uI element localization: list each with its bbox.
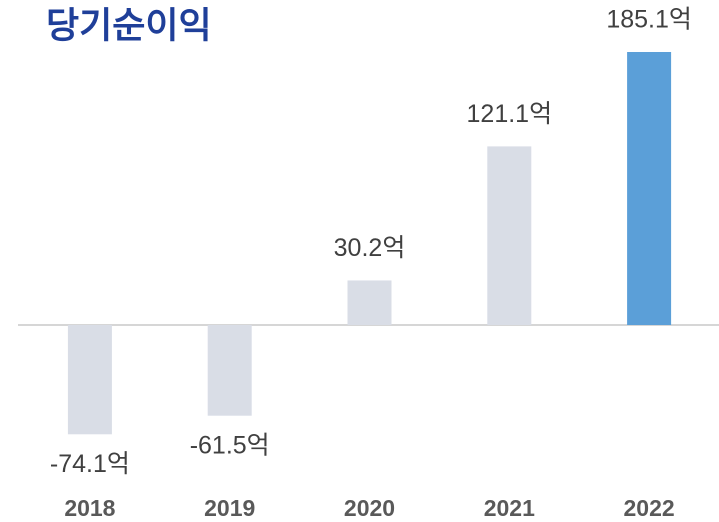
value-label: 185.1억 bbox=[606, 6, 692, 34]
value-label: 30.2억 bbox=[334, 234, 406, 262]
bar bbox=[207, 325, 252, 416]
value-label: -61.5억 bbox=[190, 431, 270, 459]
bar bbox=[67, 325, 112, 435]
x-tick-label: 2022 bbox=[624, 495, 675, 521]
x-tick-label: 2018 bbox=[64, 495, 115, 521]
bar bbox=[487, 146, 532, 325]
bar bbox=[627, 52, 672, 325]
x-tick-label: 2019 bbox=[204, 495, 255, 521]
bar bbox=[347, 280, 392, 325]
chart-title: 당기순이익 bbox=[46, 5, 212, 46]
value-label: -74.1억 bbox=[50, 450, 130, 478]
x-tick-label: 2020 bbox=[344, 495, 395, 521]
x-tick-label: 2021 bbox=[484, 495, 535, 521]
value-label: 121.1억 bbox=[467, 100, 553, 128]
